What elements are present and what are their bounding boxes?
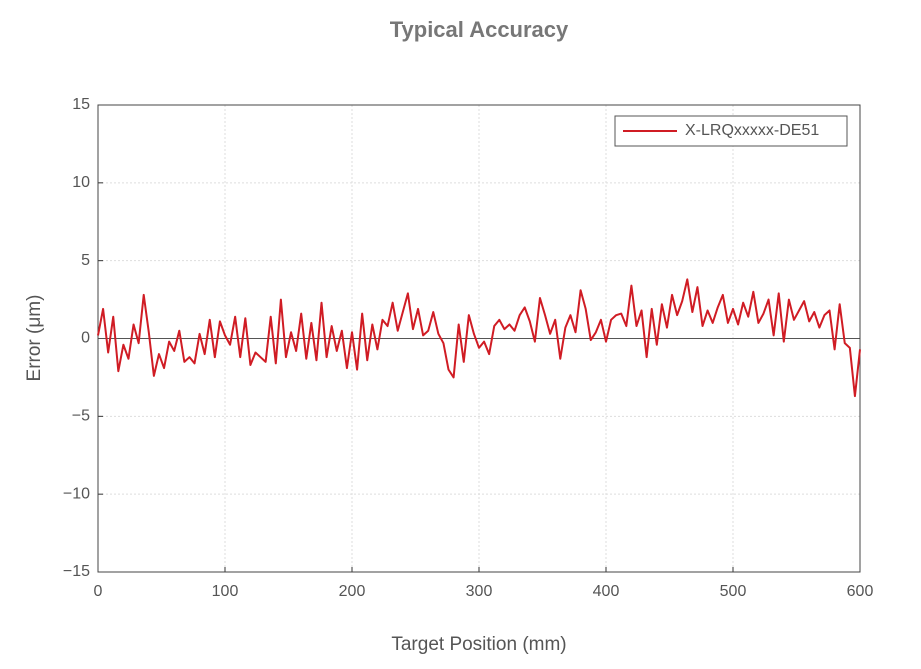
data-line <box>97 278 861 398</box>
plot-frame <box>97 104 861 573</box>
x-tick-label: 600 <box>847 583 874 600</box>
chart-title: Typical Accuracy <box>390 17 569 42</box>
y-tick-label: −10 <box>63 485 90 502</box>
legend-label: X-LRQxxxxx-DE51 <box>685 122 819 139</box>
x-tick-label: 100 <box>212 583 239 600</box>
y-tick-label: 15 <box>72 96 90 113</box>
y-tick-label: 10 <box>72 174 90 191</box>
x-tick-label: 0 <box>94 583 103 600</box>
x-axis-label: Target Position (mm) <box>391 634 566 655</box>
x-tick-label: 200 <box>339 583 366 600</box>
y-tick-label: −15 <box>63 563 90 580</box>
x-tick-label: 400 <box>593 583 620 600</box>
x-tick-label: 300 <box>466 583 493 600</box>
y-axis-label: Error (μm) <box>24 295 45 382</box>
y-tick-label: 5 <box>81 252 90 269</box>
y-tick-label: −5 <box>72 408 90 425</box>
x-tick-label: 500 <box>720 583 747 600</box>
y-tick-label: 0 <box>81 330 90 347</box>
